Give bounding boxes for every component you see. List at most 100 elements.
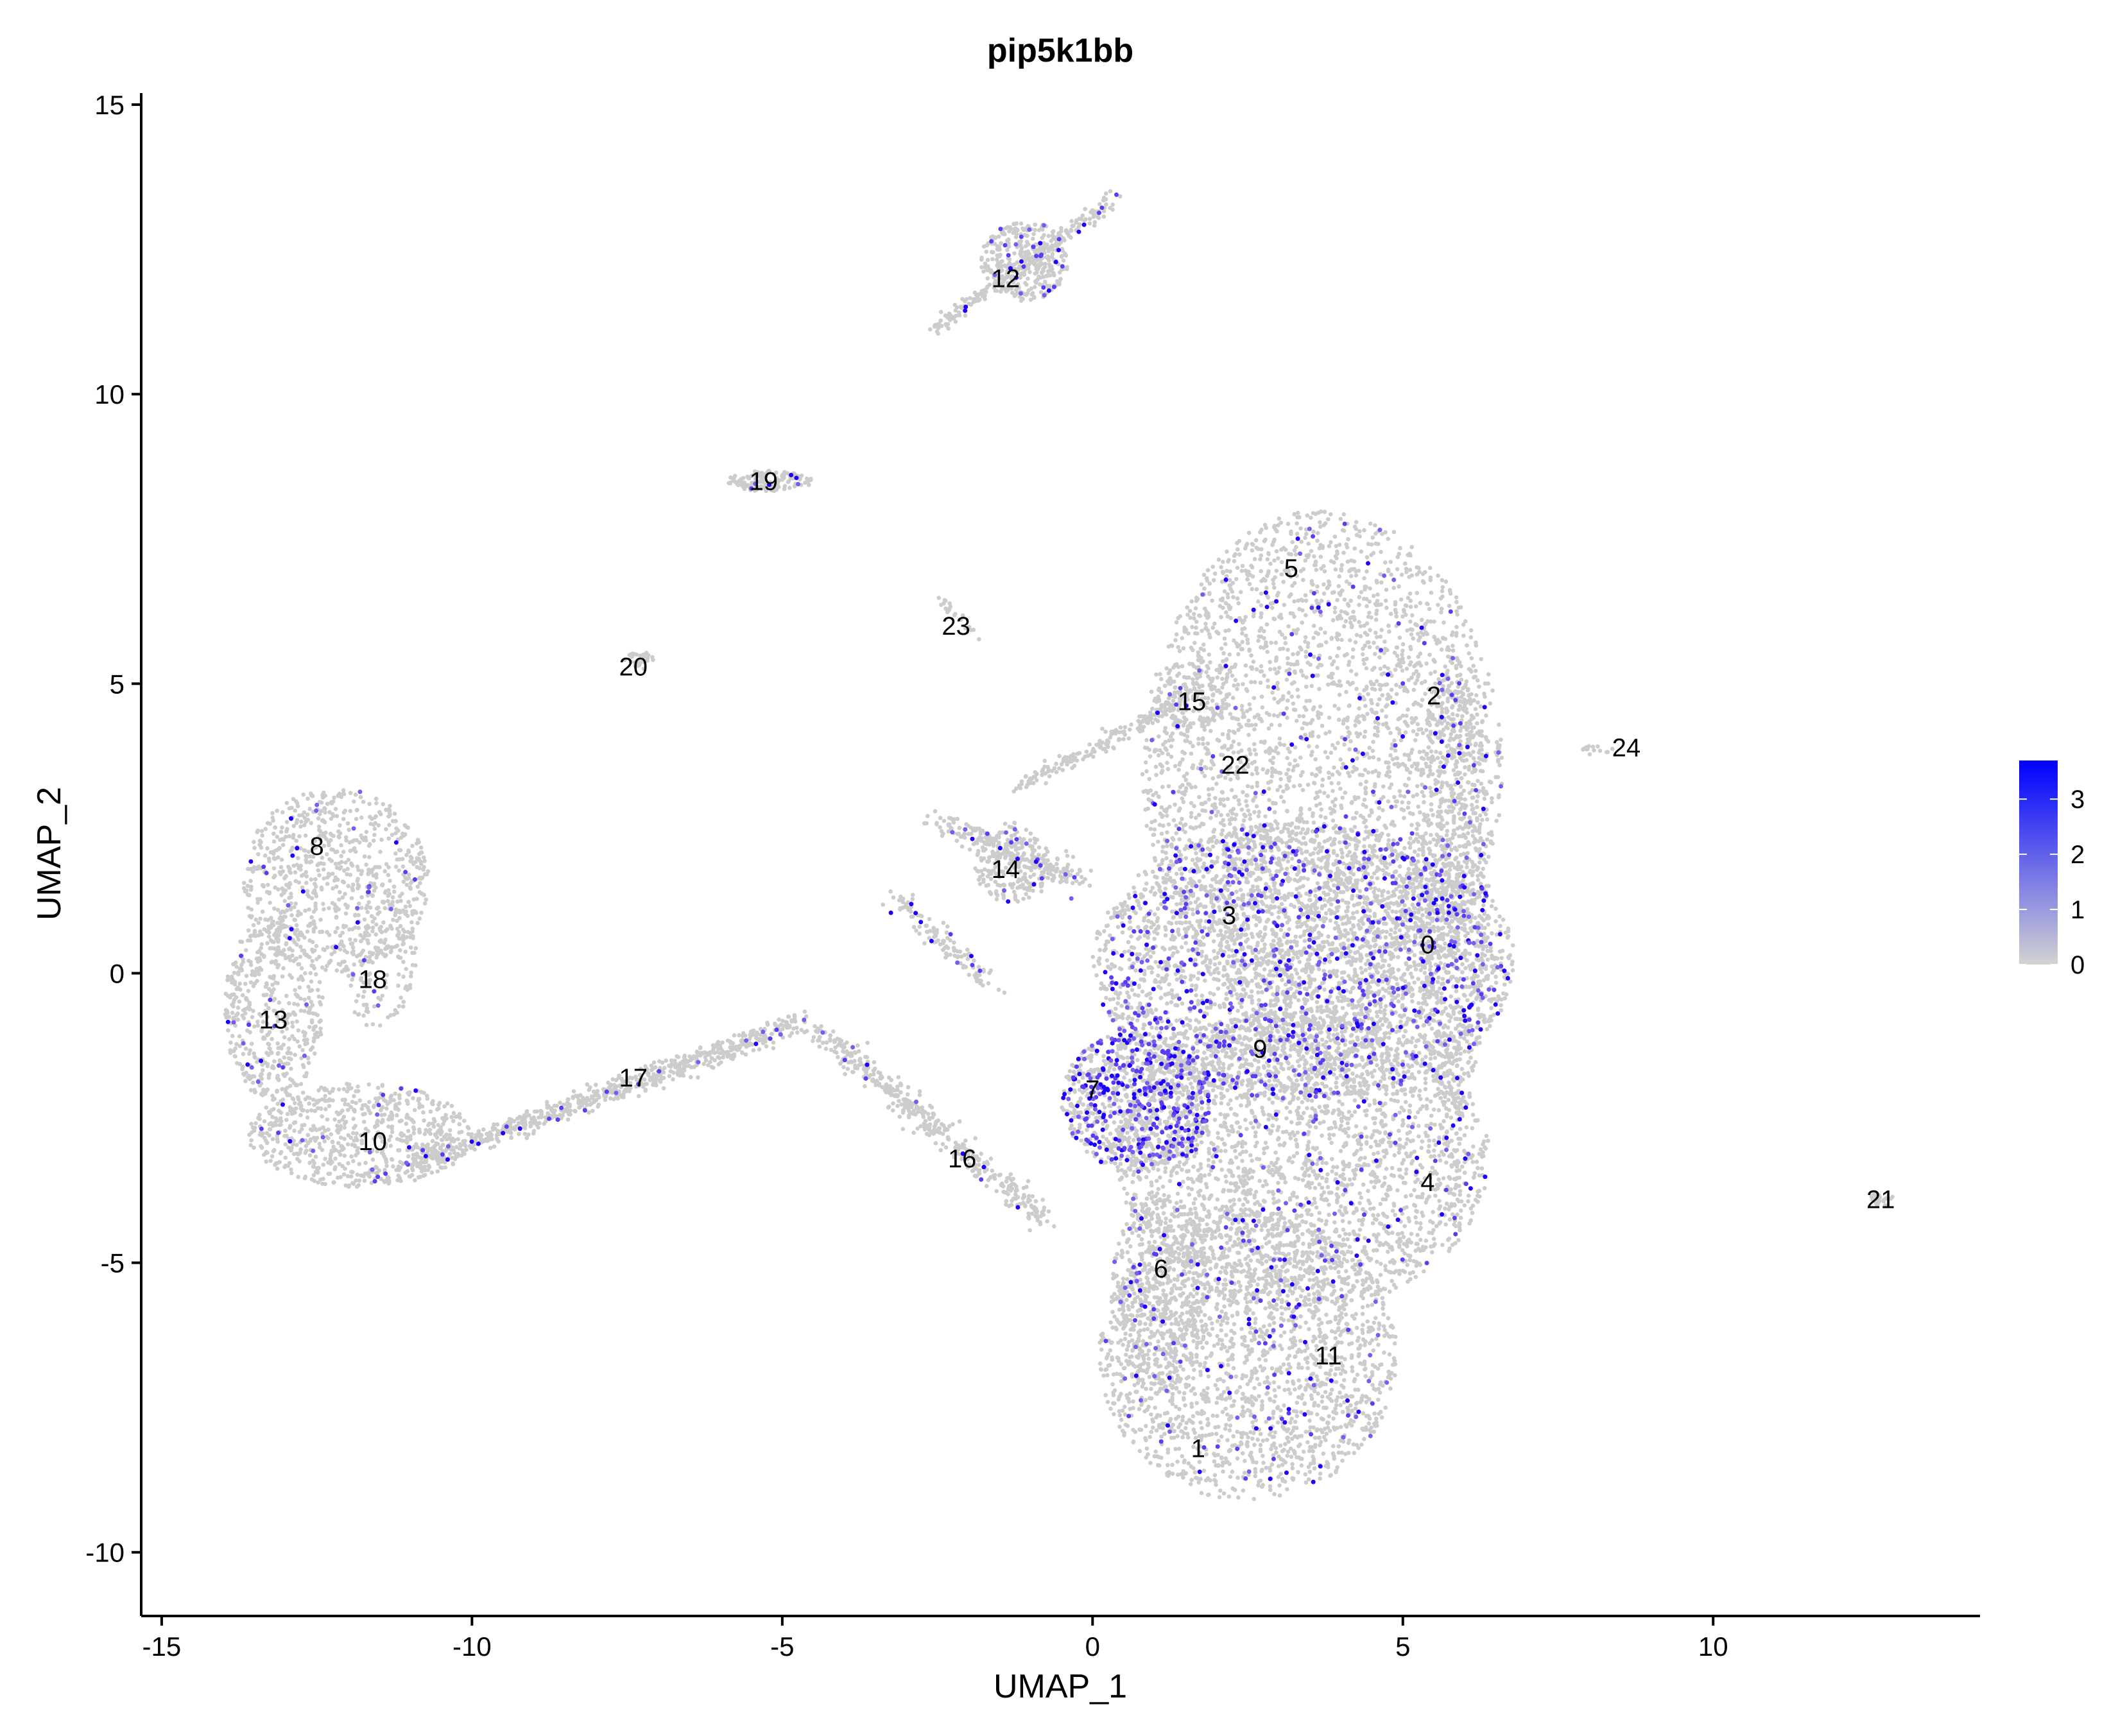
cell-point <box>1458 605 1463 610</box>
cell-point <box>1289 694 1294 699</box>
cell-point <box>1375 1014 1380 1018</box>
cell-point <box>1148 788 1153 793</box>
cell-point <box>1388 753 1393 758</box>
cell-point <box>1499 1008 1504 1013</box>
cell-point <box>1187 608 1192 614</box>
cell-point <box>1239 707 1244 712</box>
cell-point <box>1357 706 1361 711</box>
cell-point <box>1305 513 1310 518</box>
cell-point <box>1254 804 1259 809</box>
cell-point <box>1293 708 1298 712</box>
cell-point <box>1231 739 1236 744</box>
cell-point <box>1412 953 1417 958</box>
cell-point <box>1351 609 1356 614</box>
cell-point <box>1328 918 1333 923</box>
cell-point <box>1396 764 1400 769</box>
cell-point <box>1465 643 1469 648</box>
cell-point <box>1169 1000 1174 1004</box>
cell-point <box>1284 677 1289 682</box>
cell-point <box>1283 547 1288 552</box>
cell-point <box>1143 760 1148 765</box>
cell-point <box>1329 870 1333 875</box>
cell-point <box>1460 714 1465 719</box>
cell-point <box>1427 606 1432 612</box>
cell-point <box>1154 672 1158 677</box>
cell-point <box>1384 724 1390 729</box>
cell-point <box>1245 577 1250 581</box>
cell-point <box>1375 635 1379 639</box>
cell-point <box>1279 795 1284 800</box>
cell-point <box>1481 947 1485 952</box>
cell-point <box>1347 747 1352 752</box>
cell-point <box>1169 754 1174 759</box>
cell-point <box>1304 553 1309 558</box>
cell-point <box>1195 597 1200 601</box>
cell-point <box>1499 956 1504 961</box>
cell-point <box>1215 855 1220 860</box>
cell-point <box>1293 1073 1298 1078</box>
cell-point <box>1166 767 1171 771</box>
cell-point <box>1166 752 1171 757</box>
cell-point <box>1362 797 1367 802</box>
cell-point <box>1200 949 1205 954</box>
cell-point <box>1383 682 1388 687</box>
cell-point <box>1208 660 1212 665</box>
cell-point <box>1480 818 1485 822</box>
cell-point <box>1345 725 1350 730</box>
cell-point <box>1195 919 1200 924</box>
cell-point <box>1153 891 1158 896</box>
cell-point <box>1338 590 1343 595</box>
cell-point <box>1265 649 1270 654</box>
cell-point <box>1149 1025 1154 1030</box>
cell-point <box>1372 640 1376 645</box>
cell-point <box>1204 576 1209 581</box>
cell-point <box>1285 809 1289 814</box>
cell-point <box>1173 638 1178 642</box>
cell-point <box>1194 993 1198 998</box>
cell-point <box>1262 927 1268 931</box>
cell-point <box>1244 799 1248 804</box>
cell-point <box>1362 837 1367 841</box>
cell-point <box>1227 652 1232 657</box>
cell-point <box>1333 1004 1338 1009</box>
cell-point <box>1402 752 1407 757</box>
cell-point <box>1277 666 1282 670</box>
cell-point <box>1460 962 1465 967</box>
cell-point <box>1249 563 1253 568</box>
cell-point <box>1277 630 1282 634</box>
cell-point <box>1179 945 1184 950</box>
cell-point <box>1354 687 1359 691</box>
cell-point <box>1208 635 1212 640</box>
cell-point <box>1426 745 1431 750</box>
cell-point <box>1327 544 1332 549</box>
cell-point <box>1378 666 1383 671</box>
cell-point <box>1415 678 1420 683</box>
cell-point <box>1286 746 1291 751</box>
cell-point <box>1180 791 1185 795</box>
cell-point <box>1160 849 1165 854</box>
cell-point <box>1295 718 1299 723</box>
cell-point <box>1351 985 1356 990</box>
cell-point <box>1259 611 1264 615</box>
cell-point <box>1335 551 1340 556</box>
cell-point <box>1239 647 1244 651</box>
cell-point <box>1122 949 1127 954</box>
cell-point <box>1171 818 1176 823</box>
cell-point <box>1201 741 1205 746</box>
cell-point <box>1151 843 1155 847</box>
cell-point <box>1352 974 1357 979</box>
cell-point <box>1450 787 1455 792</box>
cell-point <box>1347 731 1352 736</box>
cell-point <box>1348 598 1353 603</box>
cell-point <box>1388 900 1393 906</box>
cell-point <box>1326 517 1330 522</box>
cell-point <box>1382 1008 1387 1013</box>
cell-point <box>1370 710 1375 714</box>
cell-point <box>1147 777 1152 782</box>
cell-point <box>1178 821 1183 825</box>
cell-point <box>1423 691 1427 696</box>
cell-point <box>1197 795 1201 800</box>
cell-point <box>1279 927 1284 932</box>
cell-point <box>1296 998 1301 1002</box>
cell-point <box>1246 531 1252 535</box>
